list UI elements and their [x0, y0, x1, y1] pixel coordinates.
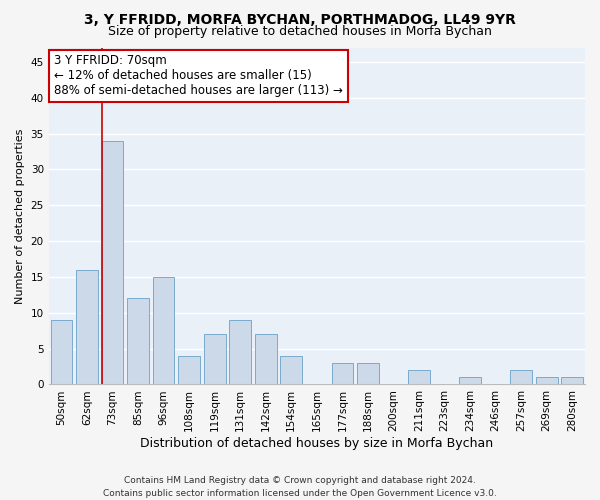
Bar — [229, 320, 251, 384]
Bar — [536, 378, 557, 384]
Bar — [178, 356, 200, 384]
Bar — [153, 277, 175, 384]
Text: 3, Y FFRIDD, MORFA BYCHAN, PORTHMADOG, LL49 9YR: 3, Y FFRIDD, MORFA BYCHAN, PORTHMADOG, L… — [84, 12, 516, 26]
Text: Size of property relative to detached houses in Morfa Bychan: Size of property relative to detached ho… — [108, 25, 492, 38]
Bar — [562, 378, 583, 384]
Text: 3 Y FFRIDD: 70sqm
← 12% of detached houses are smaller (15)
88% of semi-detached: 3 Y FFRIDD: 70sqm ← 12% of detached hous… — [54, 54, 343, 97]
Bar — [408, 370, 430, 384]
Y-axis label: Number of detached properties: Number of detached properties — [15, 128, 25, 304]
Bar — [127, 298, 149, 384]
Bar — [332, 363, 353, 384]
Bar — [204, 334, 226, 384]
Bar — [510, 370, 532, 384]
Bar — [50, 320, 72, 384]
Bar — [101, 140, 124, 384]
Bar — [76, 270, 98, 384]
Bar — [357, 363, 379, 384]
Bar — [459, 378, 481, 384]
Bar — [255, 334, 277, 384]
Bar — [280, 356, 302, 384]
Text: Contains HM Land Registry data © Crown copyright and database right 2024.
Contai: Contains HM Land Registry data © Crown c… — [103, 476, 497, 498]
X-axis label: Distribution of detached houses by size in Morfa Bychan: Distribution of detached houses by size … — [140, 437, 493, 450]
